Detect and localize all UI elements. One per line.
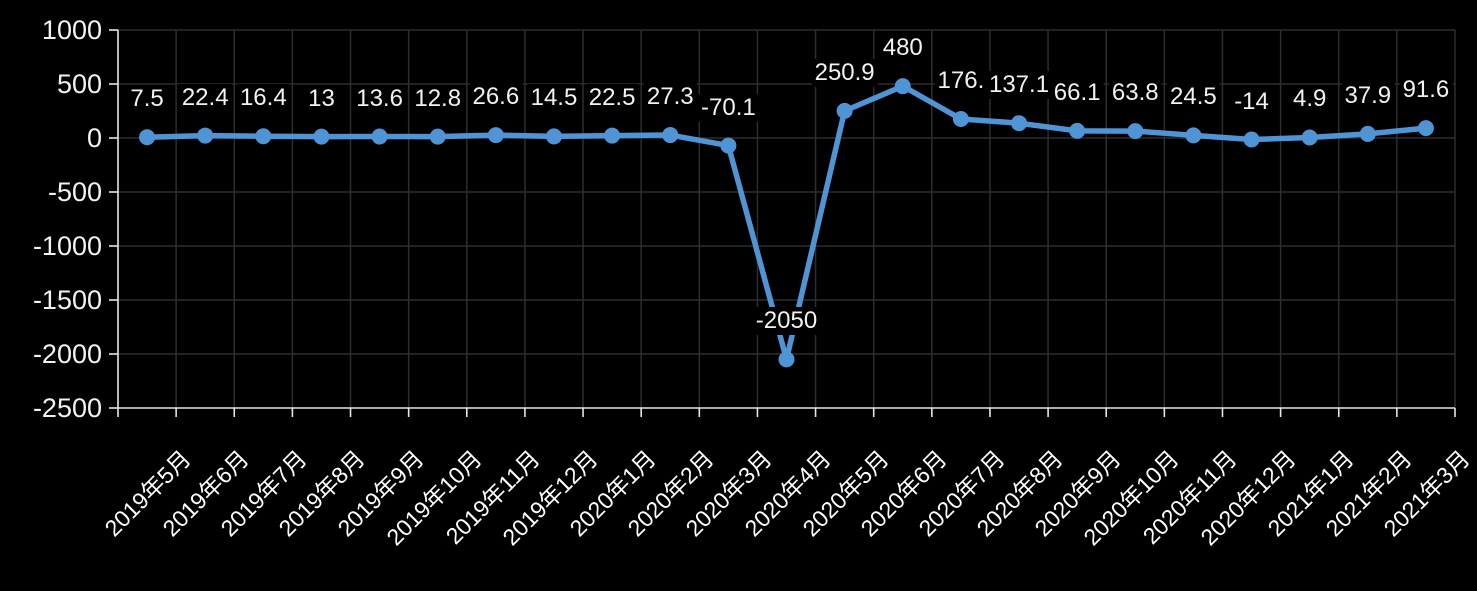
data-point-marker	[545, 128, 562, 145]
data-point-marker	[139, 129, 156, 146]
data-label: 37.9	[1341, 81, 1395, 110]
data-label: 12.8	[411, 84, 465, 113]
data-point-marker	[662, 127, 679, 144]
data-label: -2050	[752, 307, 821, 336]
data-label: 250.9	[811, 58, 878, 87]
data-label: 27.3	[643, 83, 697, 112]
axes	[109, 29, 1456, 417]
data-point-marker	[1185, 127, 1202, 144]
data-point-marker	[604, 127, 621, 144]
data-label: 13	[305, 84, 338, 113]
gridlines	[118, 29, 1456, 408]
data-point-marker	[1301, 129, 1318, 146]
data-label: 7.5	[127, 85, 167, 114]
data-point-marker	[487, 127, 504, 144]
y-axis-label: -2000	[32, 339, 102, 369]
data-point-marker	[1359, 125, 1376, 142]
data-point-marker	[836, 102, 853, 119]
y-axis-label: 0	[86, 123, 102, 153]
y-axis-label: -1000	[32, 231, 102, 261]
y-axis-label: -1500	[32, 285, 102, 315]
y-axis-label: -500	[47, 177, 102, 207]
y-axis-label: 500	[56, 69, 102, 99]
data-label: 4.9	[1289, 85, 1330, 114]
data-point-marker	[1069, 122, 1086, 139]
data-label: 176.	[934, 66, 988, 95]
data-point-marker	[952, 110, 969, 127]
data-label: 16.4	[236, 84, 290, 113]
data-label: 66.1	[1050, 78, 1104, 107]
data-point-marker	[197, 127, 214, 144]
data-label: -70.1	[698, 93, 759, 122]
data-point-marker	[429, 128, 446, 145]
data-point-marker	[371, 128, 388, 145]
data-label: 480	[879, 34, 926, 63]
data-label: 13.6	[353, 84, 406, 113]
data-point-marker	[255, 128, 272, 145]
data-point-marker	[313, 128, 330, 145]
y-axis-label: -2500	[32, 393, 102, 423]
data-point-marker	[1127, 123, 1144, 140]
data-point-marker	[894, 78, 911, 95]
data-label: 26.6	[469, 83, 523, 112]
data-point-marker	[1011, 115, 1028, 132]
data-point-marker	[1417, 120, 1434, 137]
data-label: 63.8	[1108, 79, 1162, 108]
data-point-marker	[778, 351, 795, 368]
y-axis-label: 1000	[41, 15, 102, 45]
data-label: 22.4	[178, 83, 232, 112]
data-label: -14	[1231, 87, 1272, 116]
data-point-marker	[720, 137, 737, 154]
data-label: 14.5	[527, 84, 581, 113]
data-point-marker	[1243, 131, 1260, 148]
data-label: 24.5	[1167, 83, 1220, 112]
data-label: 91.6	[1399, 76, 1453, 105]
data-label: 137.1	[985, 71, 1053, 100]
data-label: 22.5	[585, 83, 639, 112]
